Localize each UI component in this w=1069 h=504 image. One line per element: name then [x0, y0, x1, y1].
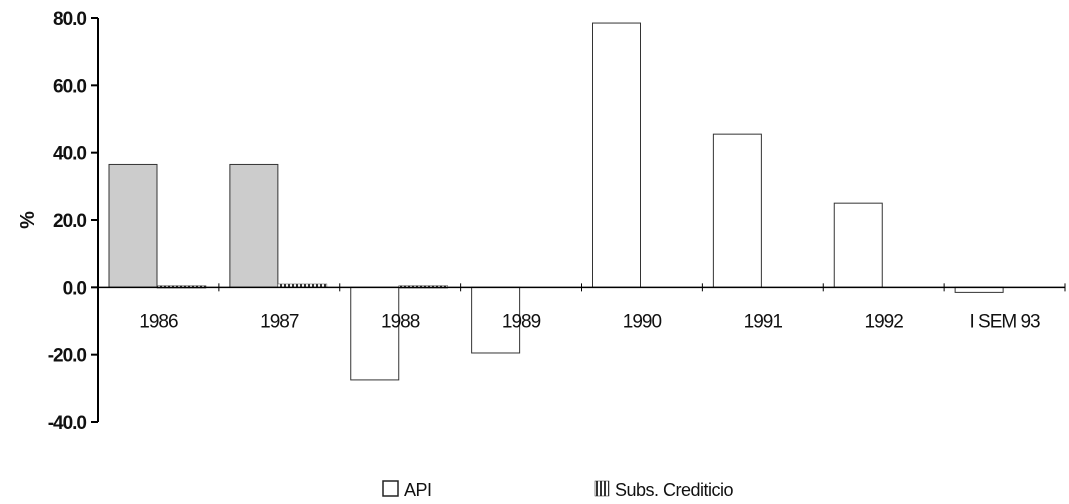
legend-label-subs: Subs. Crediticio	[615, 480, 734, 500]
x-tick-label: I SEM 93	[969, 311, 1040, 332]
bar-api-1988	[350, 286, 400, 381]
bar-api-1991	[712, 133, 762, 288]
bar-api-1992	[833, 202, 883, 288]
y-tick-label: 20.0	[53, 211, 86, 232]
bar-api-1986	[108, 163, 158, 288]
y-tick-label: 40.0	[53, 144, 86, 165]
bar-api-1990	[592, 22, 641, 288]
legend-swatch-api	[382, 480, 399, 497]
y-tick-label: -20.0	[48, 346, 87, 367]
legend-swatch-subs	[594, 480, 610, 497]
bar-api-1987	[229, 163, 279, 288]
x-tick-label: 1986	[139, 311, 178, 332]
y-tick-label: 0.0	[63, 278, 87, 299]
y-axis-label: %	[17, 211, 39, 229]
x-axis: 1986 1987 1988 1989 1990 1991 1992 I SEM 93	[97, 283, 1066, 332]
x-tick-label: 1990	[623, 311, 662, 332]
x-tick-label: 1991	[744, 311, 783, 332]
y-tick-label: 80.0	[53, 9, 86, 30]
x-tick-label: 1988	[381, 311, 420, 332]
legend: API Subs. Crediticio	[382, 480, 734, 500]
y-tick-label: -40.0	[48, 413, 87, 434]
y-tick-label: 60.0	[53, 76, 86, 97]
x-tick-label: 1989	[502, 311, 541, 332]
x-tick-label: 1987	[260, 311, 299, 332]
bar-api-1989	[471, 286, 521, 354]
x-tick-label: 1992	[865, 311, 904, 332]
y-axis: 80.0 60.0 40.0 20.0 0.0 -20.0 -40.0	[48, 9, 99, 434]
bar-api-i-sem-93	[954, 286, 1004, 293]
legend-label-api: API	[404, 480, 432, 500]
